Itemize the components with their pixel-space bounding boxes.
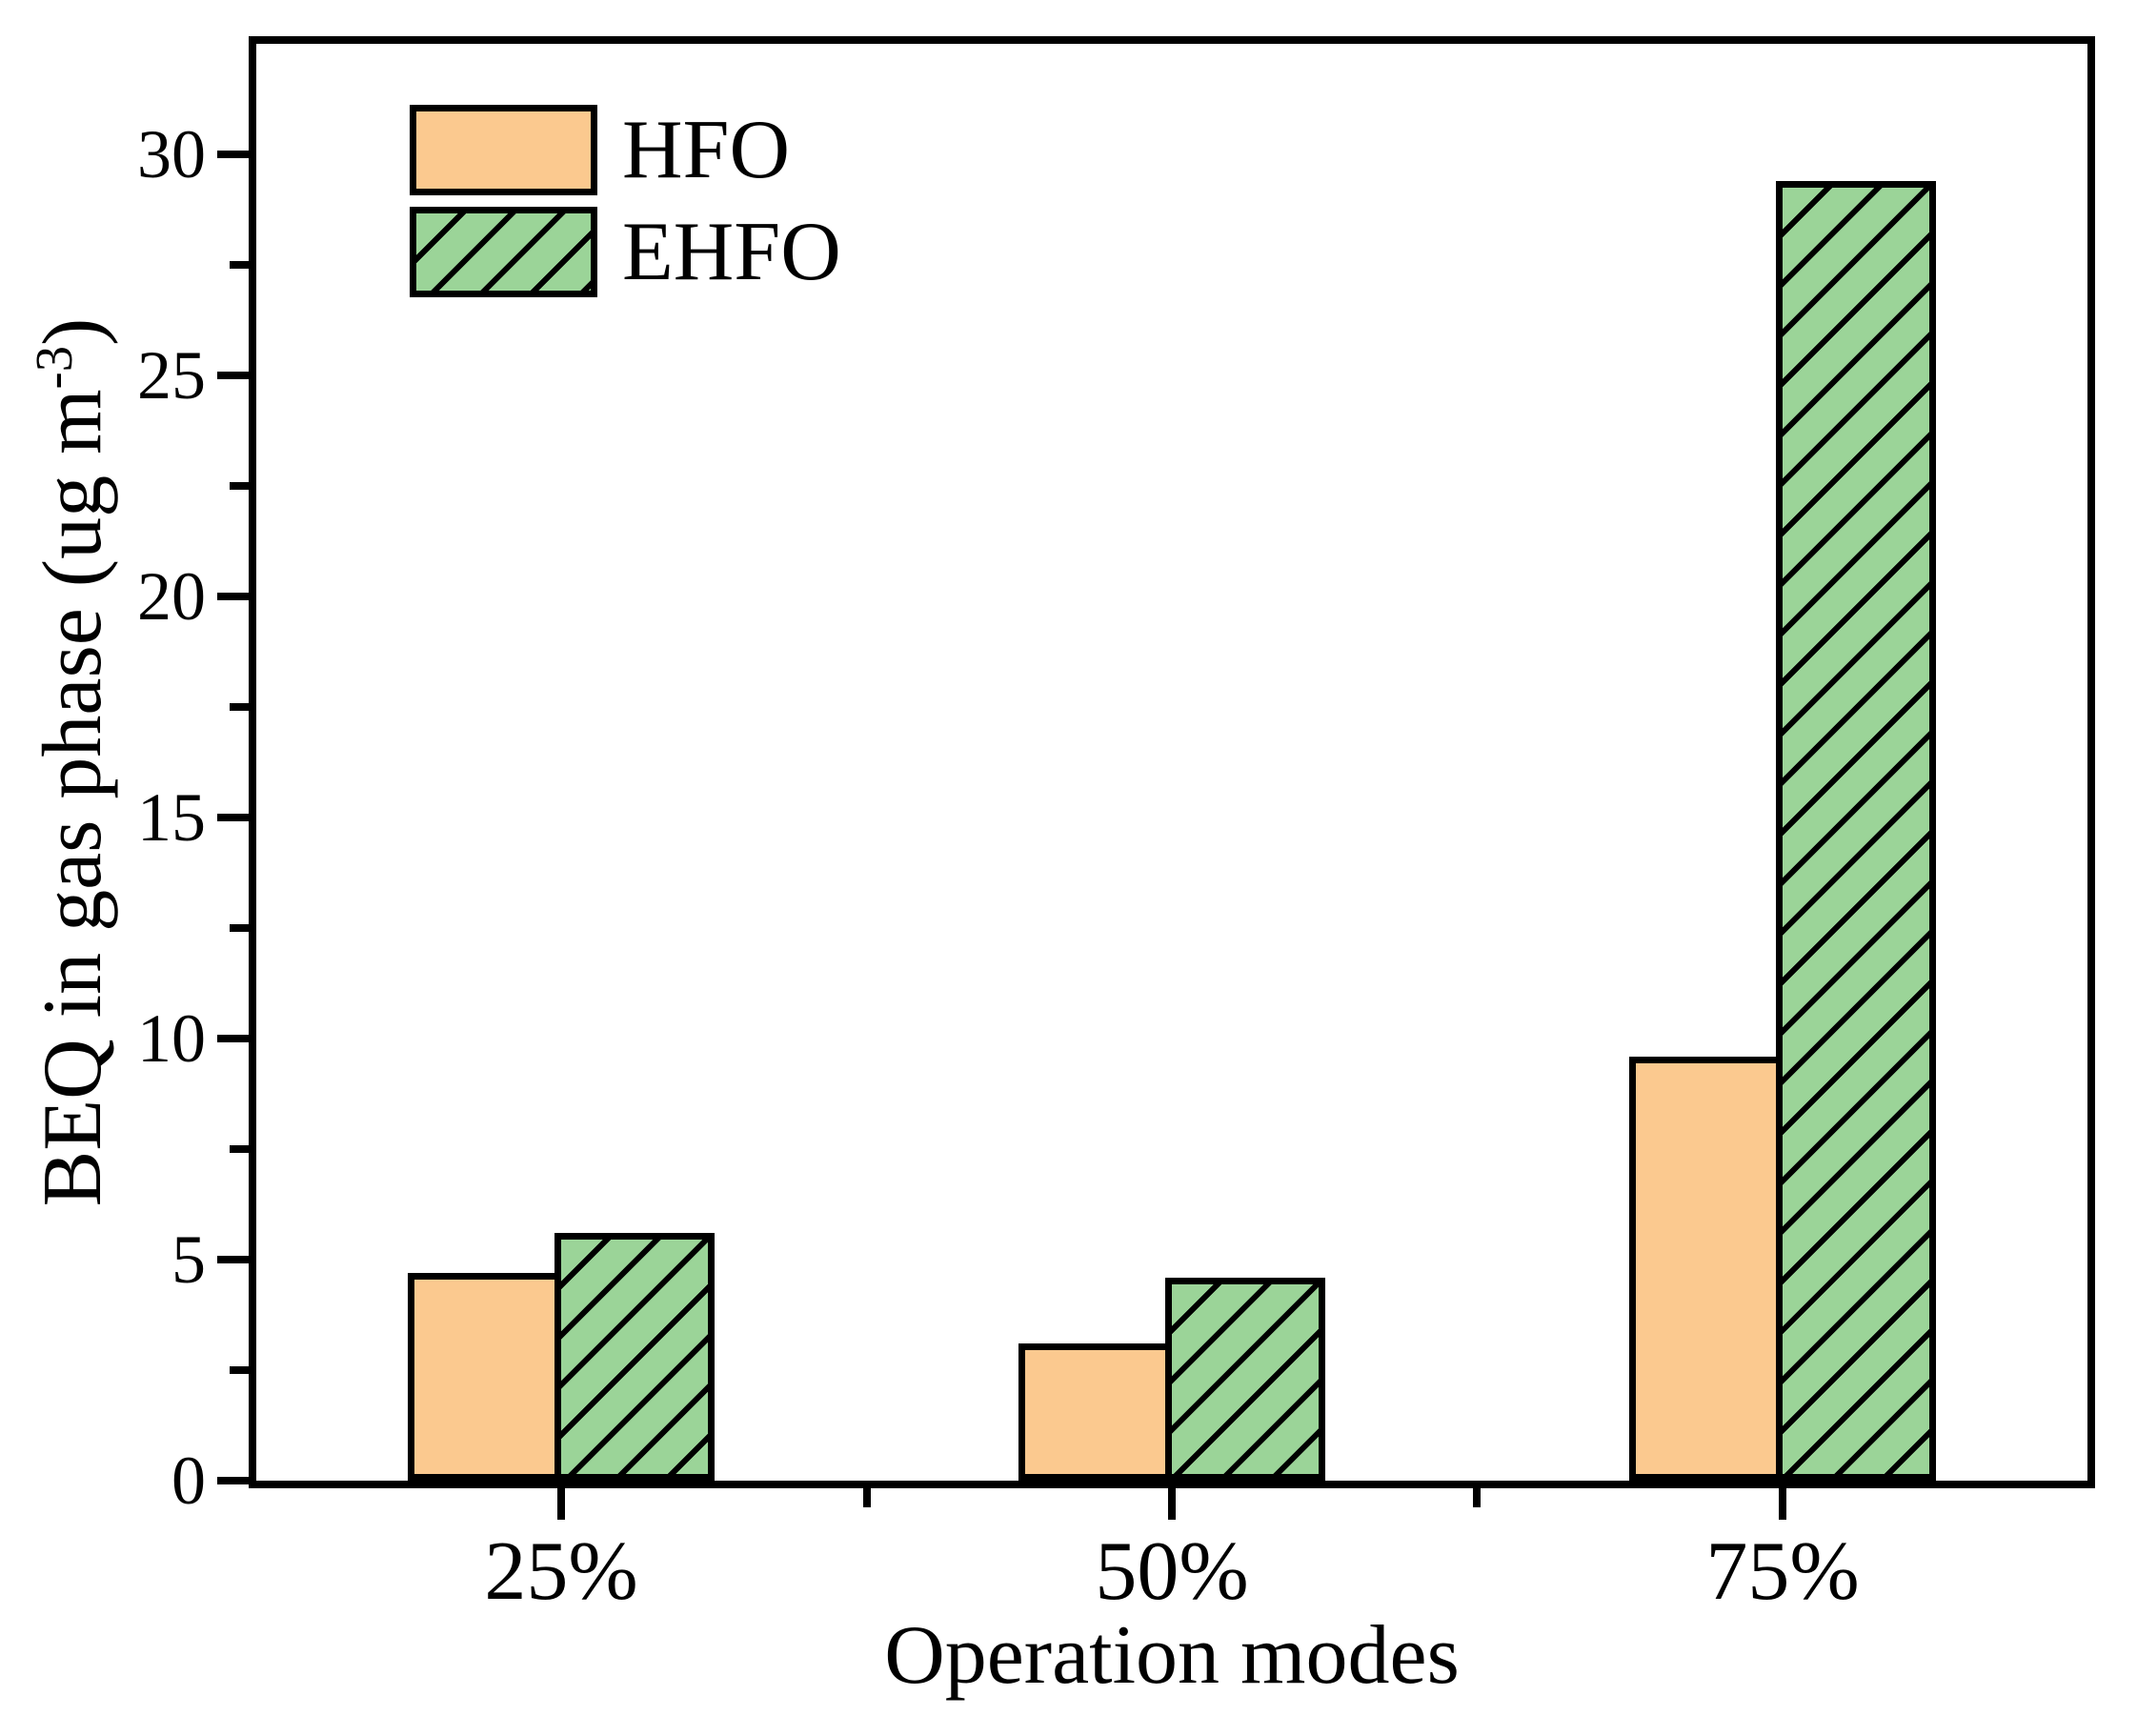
bar-hfo-50% (1018, 1343, 1172, 1481)
legend-swatch-hfo (410, 105, 597, 195)
y-axis-tick-label: 0 (171, 1443, 206, 1519)
y-axis-tick-label: 15 (137, 779, 206, 856)
y-axis-minor-tick (230, 924, 249, 932)
bar-ehfo-75% (1776, 181, 1936, 1481)
y-axis-minor-tick (230, 703, 249, 711)
y-axis-major-tick (217, 593, 249, 600)
y-axis-title: BEQ in gas phase (ug m-3) (25, 317, 131, 1207)
y-axis-major-tick (217, 814, 249, 821)
y-axis-major-tick (217, 1256, 249, 1263)
y-axis-tick-label: 5 (171, 1221, 206, 1298)
y-axis-title-close: ) (27, 317, 119, 346)
x-axis-minor-tick (1473, 1488, 1481, 1507)
y-axis-minor-tick (230, 261, 249, 269)
legend-label-hfo: HFO (622, 104, 791, 196)
y-axis-tick-label: 25 (137, 337, 206, 414)
x-axis-major-tick (1779, 1488, 1786, 1520)
legend-label-ehfo: EHFO (622, 206, 841, 298)
y-axis-minor-tick (230, 1145, 249, 1153)
y-axis-tick-label: 30 (137, 116, 206, 192)
bar-ehfo-25% (554, 1233, 715, 1481)
x-axis-tick-label: 25% (484, 1525, 638, 1618)
legend-item-ehfo: EHFO (410, 207, 841, 297)
y-axis-major-tick (217, 151, 249, 158)
y-axis-major-tick (217, 1477, 249, 1484)
bar-ehfo-50% (1165, 1278, 1325, 1481)
y-axis-tick-label: 10 (137, 1000, 206, 1077)
bar-hfo-25% (408, 1273, 561, 1481)
x-axis-major-tick (1168, 1488, 1176, 1520)
y-axis-minor-tick (230, 1366, 249, 1374)
x-axis-tick-label: 50% (1095, 1525, 1249, 1618)
y-axis-title-text: BEQ in gas phase (ug m (27, 389, 119, 1207)
y-axis-minor-tick (230, 482, 249, 490)
x-axis-tick-label: 75% (1705, 1525, 1860, 1618)
y-axis-major-tick (217, 1035, 249, 1042)
legend-item-hfo: HFO (410, 105, 841, 195)
legend: HFO EHFO (410, 105, 841, 297)
x-axis-major-tick (557, 1488, 565, 1520)
y-axis-tick-label: 20 (137, 558, 206, 635)
legend-swatch-ehfo (410, 207, 597, 297)
bar-hfo-75% (1629, 1057, 1783, 1481)
x-axis-title: Operation modes (884, 1609, 1460, 1702)
y-axis-major-tick (217, 372, 249, 379)
x-axis-minor-tick (863, 1488, 871, 1507)
y-axis-title-superscript: -3 (25, 345, 83, 390)
